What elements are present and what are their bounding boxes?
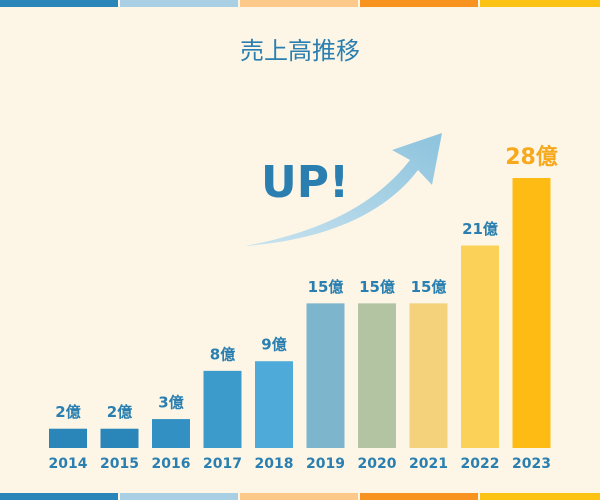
value-label: 15億 [359,278,395,296]
bar [255,361,293,448]
up-arrow [245,133,442,246]
bar [409,303,448,448]
x-tick-label: 2023 [512,456,551,472]
bar [152,419,190,448]
value-label: 15億 [411,278,447,296]
value-label: 9億 [261,336,286,354]
bar [512,178,551,448]
value-label: 2億 [107,403,132,421]
top-stripes [0,0,600,7]
bar [461,245,499,448]
value-label: 28億 [505,144,558,170]
value-label: 15億 [308,278,344,296]
chart-title: 売上高推移 [240,37,360,65]
x-tick-label: 2019 [306,456,345,472]
x-tick-label: 2017 [203,456,242,472]
x-tick-label: 2016 [152,456,191,472]
bar [49,428,87,448]
value-label: 21億 [462,220,498,238]
value-label: 2億 [55,403,80,421]
x-tick-label: 2020 [358,456,397,472]
bar [100,428,139,448]
annotation: UP! [261,157,349,208]
bar [306,303,345,448]
bar [203,370,242,448]
x-tick-label: 2014 [49,456,88,472]
x-tick-label: 2021 [409,456,448,472]
value-label: 3億 [158,394,183,412]
x-tick-label: 2015 [100,456,139,472]
value-label: 8億 [210,345,235,363]
bar [358,303,396,448]
x-tick-label: 2018 [255,456,294,472]
bottom-stripes [0,493,600,500]
x-tick-label: 2022 [461,456,500,472]
